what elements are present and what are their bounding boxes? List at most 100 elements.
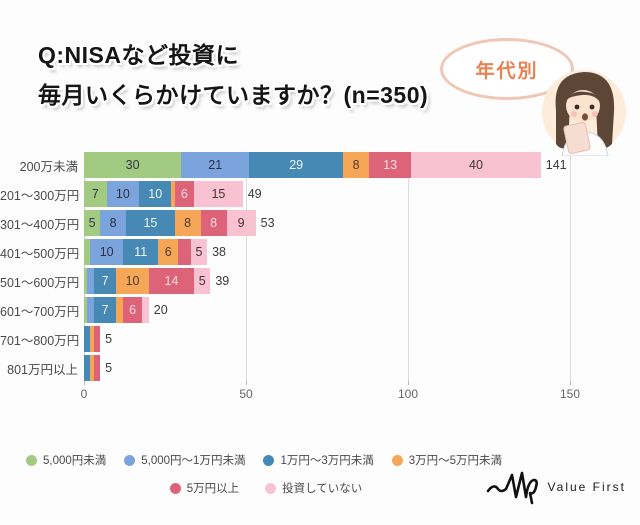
bar-segment: [84, 239, 91, 265]
legend-item: 5万円以上: [169, 480, 240, 496]
bar-segment: [84, 355, 91, 381]
bar-total-label: 5: [105, 332, 113, 346]
age-group-badge: 年代別: [440, 38, 574, 100]
legend-label: 5,000円未満: [43, 455, 107, 467]
stacked-bar-chart: 200万未満 30 21 29 8 13 40 141 201～300万円 7 10 10 6 15 49 3…: [0, 152, 640, 405]
bar-segment: 6: [158, 239, 178, 265]
category-label: 201～300万円: [0, 188, 80, 203]
chart-row: 701～800万円 5: [0, 326, 640, 352]
category-label: 501～600万円: [0, 275, 80, 290]
badge-group: 年代別: [440, 24, 630, 156]
legend: 5,000円未満 5,000円～1万円未満 1万円～3万円未満 3万円～5万円未満 5万…: [26, 452, 506, 508]
legend-item: 1万円～3万円未満: [263, 452, 374, 468]
chart-row: 200万未満 30 21 29 8 13 40 141: [0, 152, 640, 178]
bar-segment: [87, 268, 94, 294]
legend-swatch-icon: [169, 482, 181, 494]
category-label: 401～500万円: [0, 246, 80, 261]
bar-segment: [90, 355, 94, 381]
title-line-1: Q:NISAなど投資に: [38, 42, 239, 68]
chart-row: 801万円以上 5: [0, 355, 640, 381]
bar-total-label: 53: [260, 216, 275, 230]
bar-segment: 8: [100, 210, 127, 236]
x-tick-mark: [408, 381, 409, 385]
bar-segment: 5: [194, 268, 211, 294]
bar-segment: [171, 181, 175, 207]
x-tick-label: 100: [397, 387, 419, 401]
bar-segment: 6: [174, 181, 195, 207]
chart-row: 401～500万円 10 11 6 5 38: [0, 239, 640, 265]
bar-segment: 7: [93, 268, 117, 294]
bar-total-label: 20: [153, 303, 168, 317]
category-label: 301～400万円: [0, 217, 80, 232]
bar-track: 5: [84, 326, 640, 352]
bar-segment: 5: [190, 239, 208, 265]
bar-segment: 10: [139, 181, 172, 207]
bar-segment: [87, 297, 94, 323]
category-label: 200万未満: [19, 159, 78, 174]
x-tick-mark: [570, 381, 571, 385]
bar-segment: 8: [200, 210, 227, 236]
bar-track: 7 10 14 5 39: [84, 268, 640, 294]
bar-total-label: 39: [215, 274, 230, 288]
legend-swatch-icon: [265, 482, 277, 494]
bar-segment: [90, 326, 94, 352]
bar-segment: [93, 355, 101, 381]
bar-segment: 14: [148, 268, 195, 294]
x-tick-label: 0: [80, 387, 88, 401]
bar-segment: 15: [126, 210, 175, 236]
legend-swatch-icon: [124, 454, 136, 466]
bar-segment: 7: [84, 181, 107, 207]
bar-segment: 10: [90, 239, 123, 265]
x-tick-label: 50: [239, 387, 253, 401]
chart-row: 301～400万円 5 8 15 8 8 9 53: [0, 210, 640, 236]
x-tick-mark: [246, 381, 247, 385]
bar-track: 30 21 29 8 13 40 141: [84, 152, 640, 178]
category-label: 701～800万円: [0, 333, 80, 348]
legend-label: 5,000円～1万円未満: [141, 455, 246, 467]
bar-total-label: 5: [105, 361, 113, 375]
bar-segment: 10: [116, 268, 149, 294]
woman-illustration: [542, 70, 626, 156]
legend-item: 投資していない: [265, 480, 362, 496]
chart-row: 201～300万円 7 10 10 6 15 49: [0, 181, 640, 207]
bar-segment: 15: [194, 181, 243, 207]
gridline-150: [570, 152, 571, 381]
legend-item: 5,000円未満: [26, 452, 106, 468]
bar-segment: 6: [122, 297, 143, 323]
brand-logo-text: Value First: [547, 480, 626, 494]
bar-segment: 8: [174, 210, 201, 236]
legend-item: 5,000円～1万円未満: [124, 452, 245, 468]
bar-segment: 29: [249, 152, 344, 178]
bar-track: 10 11 6 5 38: [84, 239, 640, 265]
legend-row: 5,000円未満 5,000円～1万円未満 1万円～3万円未満 3万円～5万円未満: [26, 452, 506, 468]
category-label: 601～700万円: [0, 304, 80, 319]
x-axis: 0 50 100 150: [80, 381, 580, 405]
title-line-2: 毎月いくらかけていますか？(n=350): [38, 81, 429, 108]
chart-row: 601～700万円 7 6 20: [0, 297, 640, 323]
legend-swatch-icon: [263, 454, 275, 466]
bar-track: 7 10 10 6 15 49: [84, 181, 640, 207]
gridline-0: [84, 152, 85, 381]
gridline-50: [246, 152, 247, 381]
legend-label: 1万円～3万円未満: [280, 455, 374, 467]
bar-segment: 30: [84, 152, 182, 178]
bar-segment: 5: [84, 210, 101, 236]
bar-total-label: 141: [545, 158, 567, 172]
x-tick-label: 150: [559, 387, 581, 401]
bar-total-label: 38: [212, 245, 226, 259]
chart-title: Q:NISAなど投資に 毎月いくらかけていますか？(n=350): [38, 36, 428, 115]
legend-swatch-icon: [26, 454, 37, 466]
legend-item: 3万円～5万円未満: [391, 452, 503, 468]
bar-segment: 8: [343, 152, 370, 178]
x-tick-mark: [84, 381, 85, 385]
bar-total-label: 49: [247, 187, 262, 201]
legend-label: 3万円～5万円未満: [408, 455, 503, 467]
bar-segment: [84, 326, 91, 352]
bar-segment: [142, 297, 149, 323]
age-group-badge-label: 年代別: [475, 60, 539, 82]
bar-segment: [84, 297, 88, 323]
brand-logo-icon: [486, 471, 538, 505]
legend-label: 5万円以上: [186, 483, 240, 495]
bar-segment: 40: [411, 152, 541, 178]
bar-track: 5: [84, 355, 640, 381]
